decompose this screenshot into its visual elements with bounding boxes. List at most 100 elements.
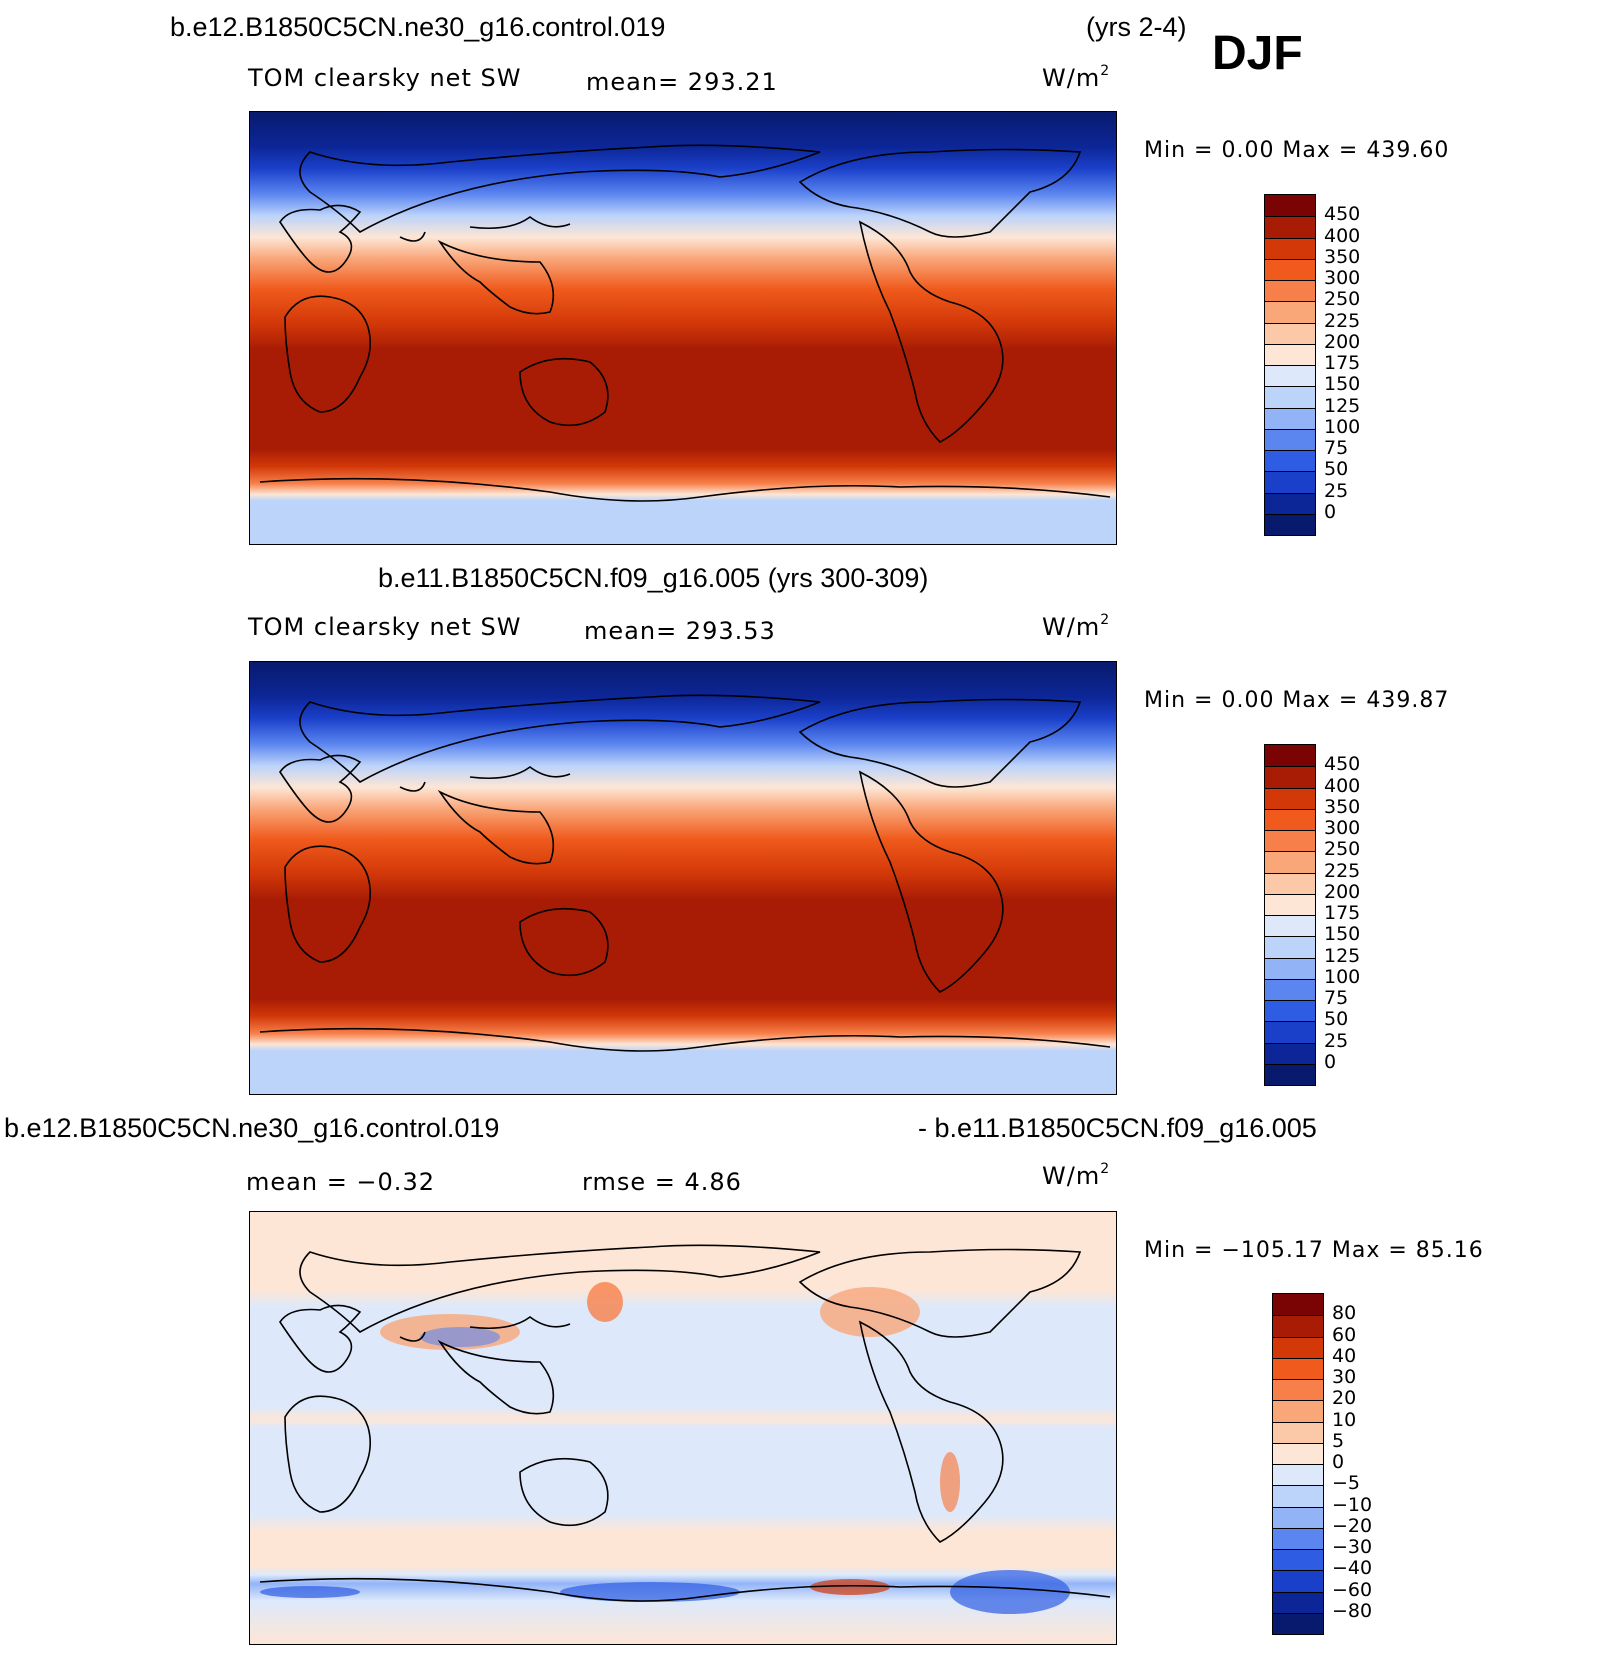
colorbar-swatch <box>1265 386 1315 408</box>
colorbar-tick-label: −10 <box>1332 1493 1373 1516</box>
colorbar-swatch <box>1273 1315 1323 1337</box>
colorbar-swatch <box>1265 936 1315 958</box>
colorbar-swatch <box>1265 830 1315 852</box>
colorbar-swatch <box>1265 957 1315 979</box>
map-field <box>250 112 1116 544</box>
colorbar-swatch <box>1273 1400 1323 1422</box>
top-mean-label: mean= 293.21 <box>586 68 778 96</box>
colorbar-tick-label: −5 <box>1332 1472 1361 1495</box>
colorbar-swatch <box>1265 851 1315 873</box>
bottom-case-left: b.e12.B1850C5CN.ne30_g16.control.019 <box>4 1113 500 1143</box>
bottom-rmse-label: rmse = 4.86 <box>582 1168 742 1196</box>
colorbar-swatch <box>1273 1549 1323 1571</box>
bottom-minmax-label: Min = −105.17 Max = 85.16 <box>1144 1238 1484 1263</box>
colorbar-tick-label: −60 <box>1332 1578 1373 1601</box>
colorbar-tick-label: 30 <box>1332 1366 1357 1388</box>
colorbar-tick-label: 350 <box>1324 245 1361 268</box>
colorbar-swatch <box>1265 1000 1315 1022</box>
top-colorbar-bar <box>1264 194 1316 536</box>
bottom-units-label: W/m2 <box>1042 1161 1111 1190</box>
colorbar-swatch <box>1265 301 1315 323</box>
colorbar-swatch <box>1273 1464 1323 1486</box>
colorbar-tick-label: 175 <box>1324 352 1361 374</box>
colorbar-tick-label: 300 <box>1324 267 1361 289</box>
colorbar-tick-label: 60 <box>1332 1323 1357 1346</box>
colorbar-tick-label: 25 <box>1324 1029 1349 1052</box>
colorbar-swatch <box>1265 893 1315 915</box>
colorbar-swatch <box>1265 745 1315 767</box>
colorbar-tick-label: 50 <box>1324 1008 1349 1031</box>
map-field <box>250 1212 1116 1644</box>
colorbar-swatch <box>1273 1294 1323 1316</box>
colorbar-swatch <box>1273 1485 1323 1507</box>
middle-colorbar-bar <box>1264 744 1316 1086</box>
colorbar-tick-label: 0 <box>1324 500 1337 523</box>
colorbar-tick-label: 175 <box>1324 902 1361 924</box>
colorbar-swatch <box>1265 343 1315 365</box>
colorbar-swatch <box>1265 1063 1315 1085</box>
colorbar-swatch <box>1265 808 1315 830</box>
middle-case-title: b.e11.B1850C5CN.f09_g16.005 (yrs 300-309… <box>378 563 929 593</box>
colorbar-tick-label: 10 <box>1332 1408 1357 1431</box>
top-map <box>249 111 1117 545</box>
colorbar-tick-label: 75 <box>1324 437 1349 459</box>
colorbar-tick-label: 5 <box>1332 1429 1345 1452</box>
top-years: (yrs 2-4) <box>1086 12 1187 42</box>
colorbar-tick-label: 100 <box>1324 415 1361 438</box>
colorbar-swatch <box>1273 1506 1323 1528</box>
middle-mean-label: mean= 293.53 <box>584 617 776 645</box>
bottom-case-right: - b.e11.B1850C5CN.f09_g16.005 <box>918 1113 1317 1143</box>
colorbar-swatch <box>1273 1591 1323 1613</box>
colorbar-tick-label: 450 <box>1324 203 1361 226</box>
bottom-colorbar-bar <box>1272 1293 1324 1635</box>
colorbar-swatch <box>1265 1021 1315 1043</box>
colorbar-swatch <box>1265 322 1315 344</box>
colorbar-tick-label: −20 <box>1332 1514 1373 1537</box>
colorbar-swatch <box>1265 365 1315 387</box>
middle-minmax-label: Min = 0.00 Max = 439.87 <box>1144 688 1450 713</box>
colorbar-swatch <box>1265 407 1315 429</box>
colorbar-tick-label: −40 <box>1332 1557 1373 1580</box>
coastlines <box>259 694 1111 1052</box>
colorbar-swatch <box>1273 1442 1323 1464</box>
season-label: DJF <box>1212 27 1303 80</box>
colorbar-swatch <box>1273 1357 1323 1379</box>
colorbar-swatch <box>1265 787 1315 809</box>
colorbar-tick-label: 150 <box>1324 373 1361 396</box>
colorbar-tick-label: 80 <box>1332 1302 1357 1325</box>
colorbar-tick-label: 50 <box>1324 458 1349 481</box>
colorbar-swatch <box>1265 492 1315 514</box>
colorbar-swatch <box>1265 258 1315 280</box>
colorbar-swatch <box>1273 1570 1323 1592</box>
colorbar-tick-label: 100 <box>1324 965 1361 988</box>
colorbar-tick-label: 75 <box>1324 987 1349 1009</box>
colorbar-tick-label: 350 <box>1324 795 1361 818</box>
colorbar-tick-label: −80 <box>1332 1599 1373 1622</box>
colorbar-swatch <box>1265 280 1315 302</box>
colorbar-swatch <box>1265 428 1315 450</box>
bottom-map <box>249 1211 1117 1645</box>
colorbar-swatch <box>1265 450 1315 472</box>
colorbar-tick-label: −30 <box>1332 1536 1373 1558</box>
middle-variable-label: TOM clearsky net SW <box>248 613 522 641</box>
colorbar-tick-label: 40 <box>1332 1344 1357 1367</box>
colorbar-swatch <box>1265 195 1315 217</box>
colorbar-swatch <box>1265 216 1315 238</box>
colorbar-tick-label: 125 <box>1324 394 1361 417</box>
top-units-label: W/m2 <box>1042 63 1111 92</box>
coastlines <box>259 1244 1111 1602</box>
colorbar-tick-label: 300 <box>1324 817 1361 839</box>
colorbar-tick-label: 450 <box>1324 753 1361 776</box>
colorbar-tick-label: 200 <box>1324 330 1361 353</box>
colorbar-swatch <box>1265 766 1315 788</box>
top-minmax-label: Min = 0.00 Max = 439.60 <box>1144 138 1450 163</box>
colorbar-tick-label: 20 <box>1332 1387 1357 1410</box>
colorbar-tick-label: 250 <box>1324 288 1361 311</box>
colorbar-tick-label: 125 <box>1324 944 1361 967</box>
colorbar-swatch <box>1273 1379 1323 1401</box>
colorbar-swatch <box>1265 978 1315 1000</box>
colorbar-tick-label: 225 <box>1324 309 1361 332</box>
colorbar-tick-label: 225 <box>1324 859 1361 882</box>
colorbar-swatch <box>1265 471 1315 493</box>
middle-map <box>249 661 1117 1095</box>
